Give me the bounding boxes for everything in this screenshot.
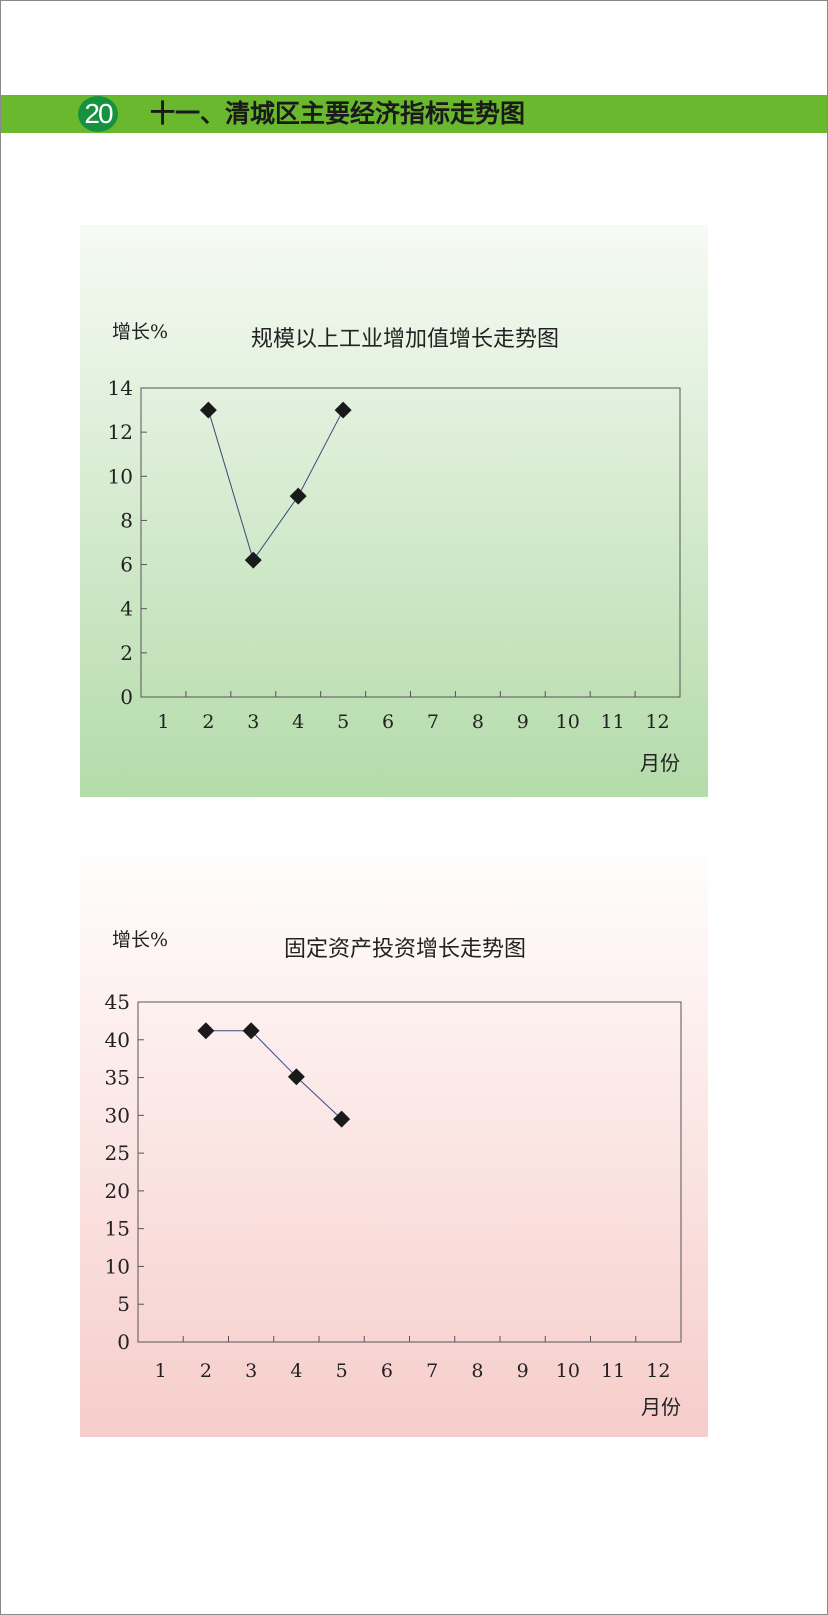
y-tick-label: 45 xyxy=(105,990,130,1014)
y-tick-label: 30 xyxy=(105,1103,130,1127)
y-tick-label: 35 xyxy=(105,1066,130,1090)
y-tick-label: 40 xyxy=(105,1028,130,1052)
y-tick-label: 12 xyxy=(108,420,133,444)
section-banner xyxy=(1,95,827,133)
series-line xyxy=(205,1030,342,1120)
x-tick-label: 7 xyxy=(427,711,439,733)
data-point-marker xyxy=(244,551,262,569)
y-axis-label: 增长% xyxy=(112,929,168,951)
x-tick-label: 11 xyxy=(601,1360,625,1382)
x-tick-label: 1 xyxy=(157,711,169,733)
x-tick-label: 2 xyxy=(200,1360,212,1382)
x-tick-label: 5 xyxy=(337,711,349,733)
data-point-marker xyxy=(199,401,217,419)
y-tick-label: 25 xyxy=(105,1141,130,1165)
x-tick-label: 9 xyxy=(517,711,529,733)
x-tick-label: 10 xyxy=(556,1360,580,1382)
y-tick-label: 5 xyxy=(117,1292,130,1316)
x-tick-label: 8 xyxy=(472,711,484,733)
x-tick-label: 4 xyxy=(290,1360,302,1382)
x-tick-label: 1 xyxy=(155,1360,167,1382)
y-tick-label: 15 xyxy=(105,1217,130,1241)
x-tick-label: 12 xyxy=(645,711,669,733)
y-tick-label: 6 xyxy=(120,553,133,577)
chart-title: 固定资产投资增长走势图 xyxy=(284,937,526,962)
y-axis-label: 增长% xyxy=(112,321,168,343)
x-tick-label: 2 xyxy=(202,711,214,733)
x-tick-label: 5 xyxy=(336,1360,348,1382)
page-number-badge: 20 xyxy=(78,96,118,132)
x-tick-label: 6 xyxy=(381,1360,393,1382)
plot-area xyxy=(140,387,681,698)
y-tick-label: 2 xyxy=(120,641,133,665)
plot-area xyxy=(137,1001,682,1343)
chart-panel-industrial xyxy=(80,225,708,797)
x-tick-label: 8 xyxy=(471,1360,483,1382)
x-tick-label: 3 xyxy=(245,1360,257,1382)
data-point-marker xyxy=(289,487,307,505)
x-tick-label: 10 xyxy=(556,711,580,733)
x-tick-label: 7 xyxy=(426,1360,438,1382)
y-tick-label: 10 xyxy=(105,1254,130,1278)
chart-panel-investment xyxy=(80,855,708,1437)
x-tick-label: 4 xyxy=(292,711,304,733)
data-point-marker xyxy=(334,401,352,419)
x-axis-label: 月份 xyxy=(641,1395,681,1419)
x-tick-label: 11 xyxy=(601,711,625,733)
x-axis-label: 月份 xyxy=(640,751,680,775)
x-tick-label: 9 xyxy=(517,1360,529,1382)
x-tick-label: 12 xyxy=(646,1360,670,1382)
section-title: 十一、清城区主要经济指标走势图 xyxy=(150,99,526,128)
y-tick-label: 0 xyxy=(120,685,133,709)
y-tick-label: 0 xyxy=(117,1330,130,1354)
y-tick-label: 10 xyxy=(108,464,133,488)
chart-title: 规模以上工业增加值增长走势图 xyxy=(251,327,559,352)
x-tick-label: 6 xyxy=(382,711,394,733)
y-tick-label: 14 xyxy=(108,376,133,400)
y-tick-label: 8 xyxy=(120,508,133,532)
y-tick-label: 20 xyxy=(105,1179,130,1203)
y-tick-label: 4 xyxy=(120,597,133,621)
data-point-marker xyxy=(197,1022,215,1040)
x-tick-label: 3 xyxy=(247,711,259,733)
series-line xyxy=(207,409,344,562)
